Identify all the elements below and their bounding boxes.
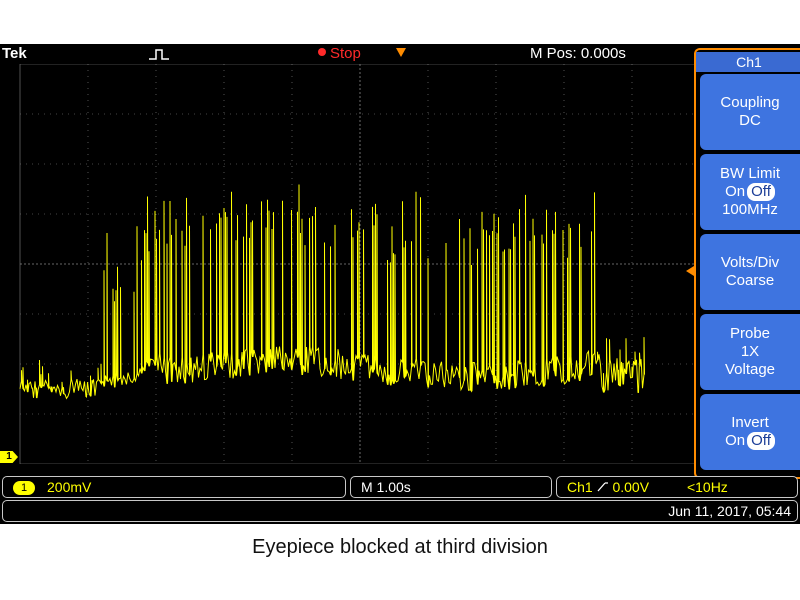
timebase-readout[interactable]: M 1.00s: [350, 476, 552, 498]
channel-1-badge: 1: [13, 481, 35, 495]
probe-attenuation: 1X: [740, 343, 760, 360]
ch1-side-menu: Ch1 Coupling DC BW Limit On Off 100MHz Vo…: [694, 48, 800, 479]
volts-div-label: Volts/Div: [720, 254, 780, 271]
invert-on-option: On: [725, 432, 746, 449]
bw-limit-button[interactable]: BW Limit On Off 100MHz: [700, 154, 800, 230]
trigger-pulse-icon: [149, 49, 169, 60]
figure-caption: Eyepiece blocked at third division: [252, 536, 548, 558]
bw-limit-toggle: On Off: [725, 183, 775, 201]
channel-1-ground-marker[interactable]: 1: [0, 451, 18, 463]
ch1-waveform-trace: [19, 184, 645, 400]
coupling-button[interactable]: Coupling DC: [700, 74, 800, 150]
bw-limit-off-option-selected: Off: [747, 183, 775, 201]
oscilloscope-screen: Tek Stop M Pos: 0.000s 1 Ch1 Coupling DC…: [0, 44, 800, 524]
time-per-div: M 1.00s: [361, 479, 411, 495]
bw-limit-frequency: 100MHz: [722, 201, 778, 218]
coupling-label: Coupling: [720, 94, 780, 111]
invert-off-option-selected: Off: [747, 432, 775, 450]
coupling-value: DC: [739, 112, 761, 129]
trigger-position-marker-icon: [396, 48, 406, 57]
probe-button[interactable]: Probe 1X Voltage: [700, 314, 800, 390]
acquisition-state: Stop: [318, 45, 361, 63]
rising-edge-icon: [597, 482, 608, 492]
bw-limit-on-option: On: [725, 183, 746, 200]
trigger-frequency: <10Hz: [686, 479, 728, 495]
probe-label: Probe: [729, 325, 771, 342]
acquisition-state-label: Stop: [330, 45, 361, 62]
trigger-readout[interactable]: Ch1 0.00V <10Hz: [556, 476, 798, 498]
channel-scale-readout[interactable]: 1 200mV: [2, 476, 346, 498]
graticule-grid: [19, 64, 700, 464]
invert-label: Invert: [731, 414, 769, 431]
volts-per-div: 200mV: [47, 479, 92, 495]
bw-limit-label: BW Limit: [720, 165, 780, 182]
invert-button[interactable]: Invert On Off: [700, 394, 800, 470]
invert-toggle: On Off: [725, 432, 775, 450]
trigger-level: 0.00V: [612, 479, 650, 495]
brand-label: Tek: [2, 45, 27, 62]
trigger-source: Ch1: [567, 479, 593, 495]
stop-indicator-icon: [318, 48, 326, 56]
datetime: Jun 11, 2017, 05:44: [668, 503, 791, 519]
side-menu-title: Ch1: [696, 52, 800, 72]
waveform-graticule: [19, 64, 700, 464]
probe-type: Voltage: [724, 361, 776, 378]
volts-div-button[interactable]: Volts/Div Coarse: [700, 234, 800, 310]
trigger-level-marker-icon: [686, 266, 694, 276]
volts-div-value: Coarse: [725, 272, 775, 289]
datetime-bar: Jun 11, 2017, 05:44: [2, 500, 798, 522]
horizontal-position: M Pos: 0.000s: [530, 45, 626, 62]
